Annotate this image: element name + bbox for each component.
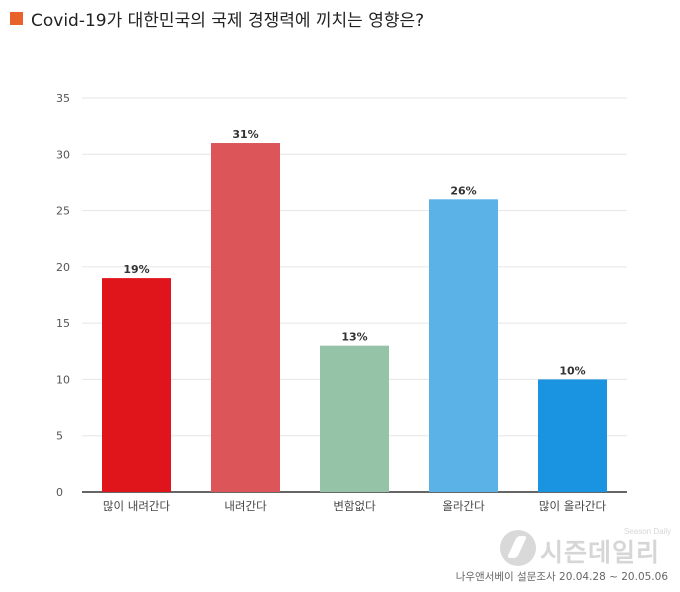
data-label: 26% bbox=[450, 184, 476, 197]
x-category-label: 많이 내려간다 bbox=[103, 499, 171, 513]
data-label: 19% bbox=[123, 263, 149, 276]
x-category-label: 올라간다 bbox=[442, 499, 485, 513]
y-tick-label: 25 bbox=[56, 205, 70, 218]
y-tick-label: 35 bbox=[56, 92, 70, 105]
bar bbox=[320, 345, 389, 492]
data-label: 31% bbox=[232, 128, 258, 141]
data-label: 13% bbox=[341, 331, 367, 344]
y-tick-label: 30 bbox=[56, 148, 70, 161]
watermark-text: 시즌데일리 bbox=[540, 538, 661, 567]
y-tick-label: 10 bbox=[56, 373, 70, 386]
y-tick-label: 15 bbox=[56, 317, 70, 330]
logo-icon bbox=[500, 530, 536, 566]
watermark-small-text: Season Daily bbox=[624, 527, 672, 536]
bar bbox=[429, 199, 498, 493]
source-note: 나우앤서베이 설문조사 20.04.28 ~ 20.05.06 bbox=[455, 571, 668, 583]
title-marker bbox=[10, 12, 23, 25]
watermark-logo: Season Daily 시즌데일리 bbox=[500, 527, 675, 570]
chart-title: Covid-19가 대한민국의 국제 경쟁력에 끼치는 영향은? bbox=[31, 11, 425, 31]
chart-title-row: Covid-19가 대한민국의 국제 경쟁력에 끼치는 영향은? bbox=[10, 6, 424, 31]
y-tick-label: 20 bbox=[56, 261, 70, 274]
x-category-label: 내려간다 bbox=[224, 499, 267, 513]
bar bbox=[538, 379, 607, 492]
y-tick-label: 0 bbox=[56, 486, 63, 499]
y-tick-label: 5 bbox=[56, 430, 63, 443]
data-label: 10% bbox=[559, 364, 585, 377]
bar bbox=[102, 278, 171, 492]
x-category-label: 변함없다 bbox=[333, 499, 376, 513]
bar bbox=[211, 143, 280, 492]
x-category-label: 많이 올라간다 bbox=[539, 499, 607, 513]
